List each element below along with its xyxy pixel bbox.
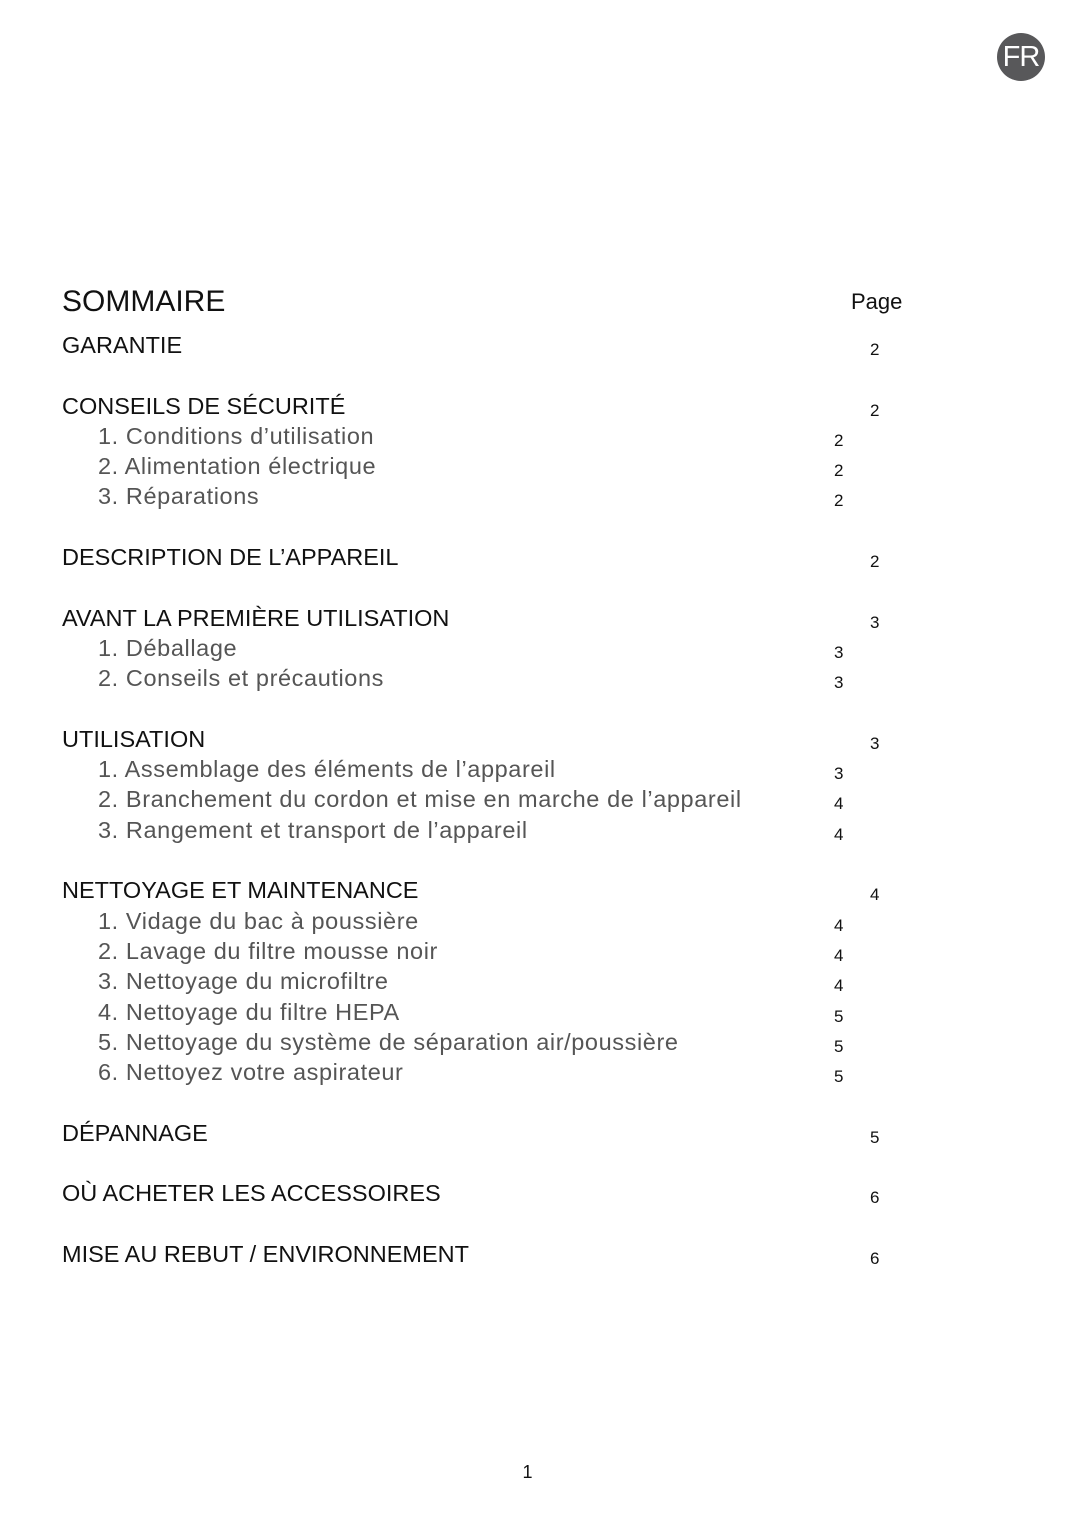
toc-subitem-label: 4. Nettoyage du filtre HEPA [98,998,400,1025]
toc-subitem-label: 3. Réparations [98,483,260,510]
toc-subitem[interactable]: 5. Nettoyage du système de séparation ai… [62,1027,922,1057]
toc-subitem-label: 2. Alimentation électrique [98,453,377,480]
toc-subitem-label: 5. Nettoyage du système de séparation ai… [98,1028,679,1055]
toc-subitem[interactable]: 3. Réparations 2 [62,481,922,511]
table-of-contents: GARANTIE 2 CONSEILS DE SÉCURITÉ 2 1. Conditi… [62,330,922,1269]
toc-subitem-label: 1. Conditions d’utilisation [98,422,375,449]
toc-section-title: DESCRIPTION DE L’APPAREIL [62,544,399,571]
toc-page-number: 2 [870,340,880,359]
section-spacer [62,694,922,724]
page-column-label: Page [851,289,903,314]
toc-subitem-label: 6. Nettoyez votre aspirateur [98,1059,404,1086]
toc-page-number: 3 [870,733,880,753]
section-spacer [62,512,922,542]
toc-page-number: 4 [834,945,844,965]
toc-section-title: CONSEILS DE SÉCURITÉ [62,392,346,419]
toc-subitem[interactable]: 1. Assemblage des éléments de l’appareil… [62,754,922,784]
toc-subitem[interactable]: 3. Rangement et transport de l’appareil 4 [62,815,922,845]
toc-section-title: UTILISATION [62,725,206,752]
toc-section[interactable]: DESCRIPTION DE L’APPAREIL 2 [62,542,922,572]
language-badge: FR [997,33,1045,81]
toc-section[interactable]: NETTOYAGE ET MAINTENANCE 4 [62,875,922,905]
toc-subitem[interactable]: 4. Nettoyage du filtre HEPA 5 [62,997,922,1027]
toc-section-title: DÉPANNAGE [62,1119,208,1146]
toc-subitem-label: 3. Rangement et transport de l’appareil [98,816,528,843]
toc-page-number: 5 [834,1006,844,1026]
toc-section[interactable]: AVANT LA PREMIÈRE UTILISATION 3 [62,603,922,633]
toc-page-number: 2 [834,461,844,481]
toc-page-number: 4 [834,976,844,996]
section-spacer [62,845,922,875]
toc-page-number: 3 [834,764,844,784]
toc-subitem[interactable]: 1. Déballage 3 [62,633,922,663]
section-spacer [62,1148,922,1178]
toc-page-number: 3 [834,673,844,693]
toc-section[interactable]: CONSEILS DE SÉCURITÉ 2 [62,391,922,421]
toc-page-number: 2 [870,400,880,420]
toc-page-number: 4 [834,794,844,814]
section-spacer [62,1087,922,1117]
toc-subitem[interactable]: 3. Nettoyage du microfiltre 4 [62,966,922,996]
toc-subitem-label: 2. Lavage du filtre mousse noir [98,937,438,964]
toc-subitem[interactable]: 2. Conseils et précautions 3 [62,663,922,693]
toc-page-number: 4 [834,824,844,844]
toc-page-number: 4 [870,885,880,905]
toc-subitem-label: 1. Déballage [98,634,238,661]
toc-page-number: 2 [834,430,844,450]
toc-page-number: 2 [870,552,880,572]
toc-section-title: MISE AU REBUT / ENVIRONNEMENT [62,1240,469,1267]
toc-section[interactable]: OÙ ACHETER LES ACCESSOIRES 6 [62,1178,922,1208]
toc-subitem-label: 1. Vidage du bac à poussière [98,907,419,934]
toc-section-title: GARANTIE [62,332,183,358]
toc-subitem[interactable]: 2. Branchement du cordon et mise en marc… [62,784,922,814]
toc-subitem-label: 2. Conseils et précautions [98,665,384,692]
section-spacer [62,572,922,602]
toc-section[interactable]: DÉPANNAGE 5 [62,1118,922,1148]
section-spacer [62,1209,922,1239]
toc-subitem-label: 2. Branchement du cordon et mise en marc… [98,786,742,813]
toc-page-number: 5 [834,1067,844,1087]
toc-page-number: 3 [834,642,844,662]
toc-subitem[interactable]: 1. Conditions d’utilisation 2 [62,421,922,451]
toc-subitem[interactable]: 2. Alimentation électrique 2 [62,451,922,481]
toc-section-title: AVANT LA PREMIÈRE UTILISATION [62,604,450,631]
toc-subitem-label: 3. Nettoyage du microfiltre [98,968,389,995]
footer-page-number: 1 [522,1462,533,1482]
toc-page-number: 5 [870,1127,880,1147]
toc-section-title: OÙ ACHETER LES ACCESSOIRES [62,1180,441,1207]
toc-section[interactable]: MISE AU REBUT / ENVIRONNEMENT 6 [62,1239,922,1269]
toc-page-number: 6 [870,1248,880,1268]
toc-subitem-label: 1. Assemblage des éléments de l’appareil [98,756,556,783]
page-title: SOMMAIRE [62,285,226,318]
toc-page-number: 4 [834,915,844,935]
toc-page-number: 6 [870,1188,880,1208]
toc-section-title: NETTOYAGE ET MAINTENANCE [62,877,419,904]
section-spacer [62,360,922,390]
toc-subitem[interactable]: 2. Lavage du filtre mousse noir 4 [62,936,922,966]
toc-page-number: 2 [834,491,844,511]
toc-page-number: 3 [870,612,880,632]
toc-subitem[interactable]: 6. Nettoyez votre aspirateur 5 [62,1057,922,1087]
toc-section[interactable]: GARANTIE 2 [62,330,922,360]
toc-section[interactable]: UTILISATION 3 [62,724,922,754]
toc-page-number: 5 [834,1036,844,1056]
toc-subitem[interactable]: 1. Vidage du bac à poussière 4 [62,906,922,936]
